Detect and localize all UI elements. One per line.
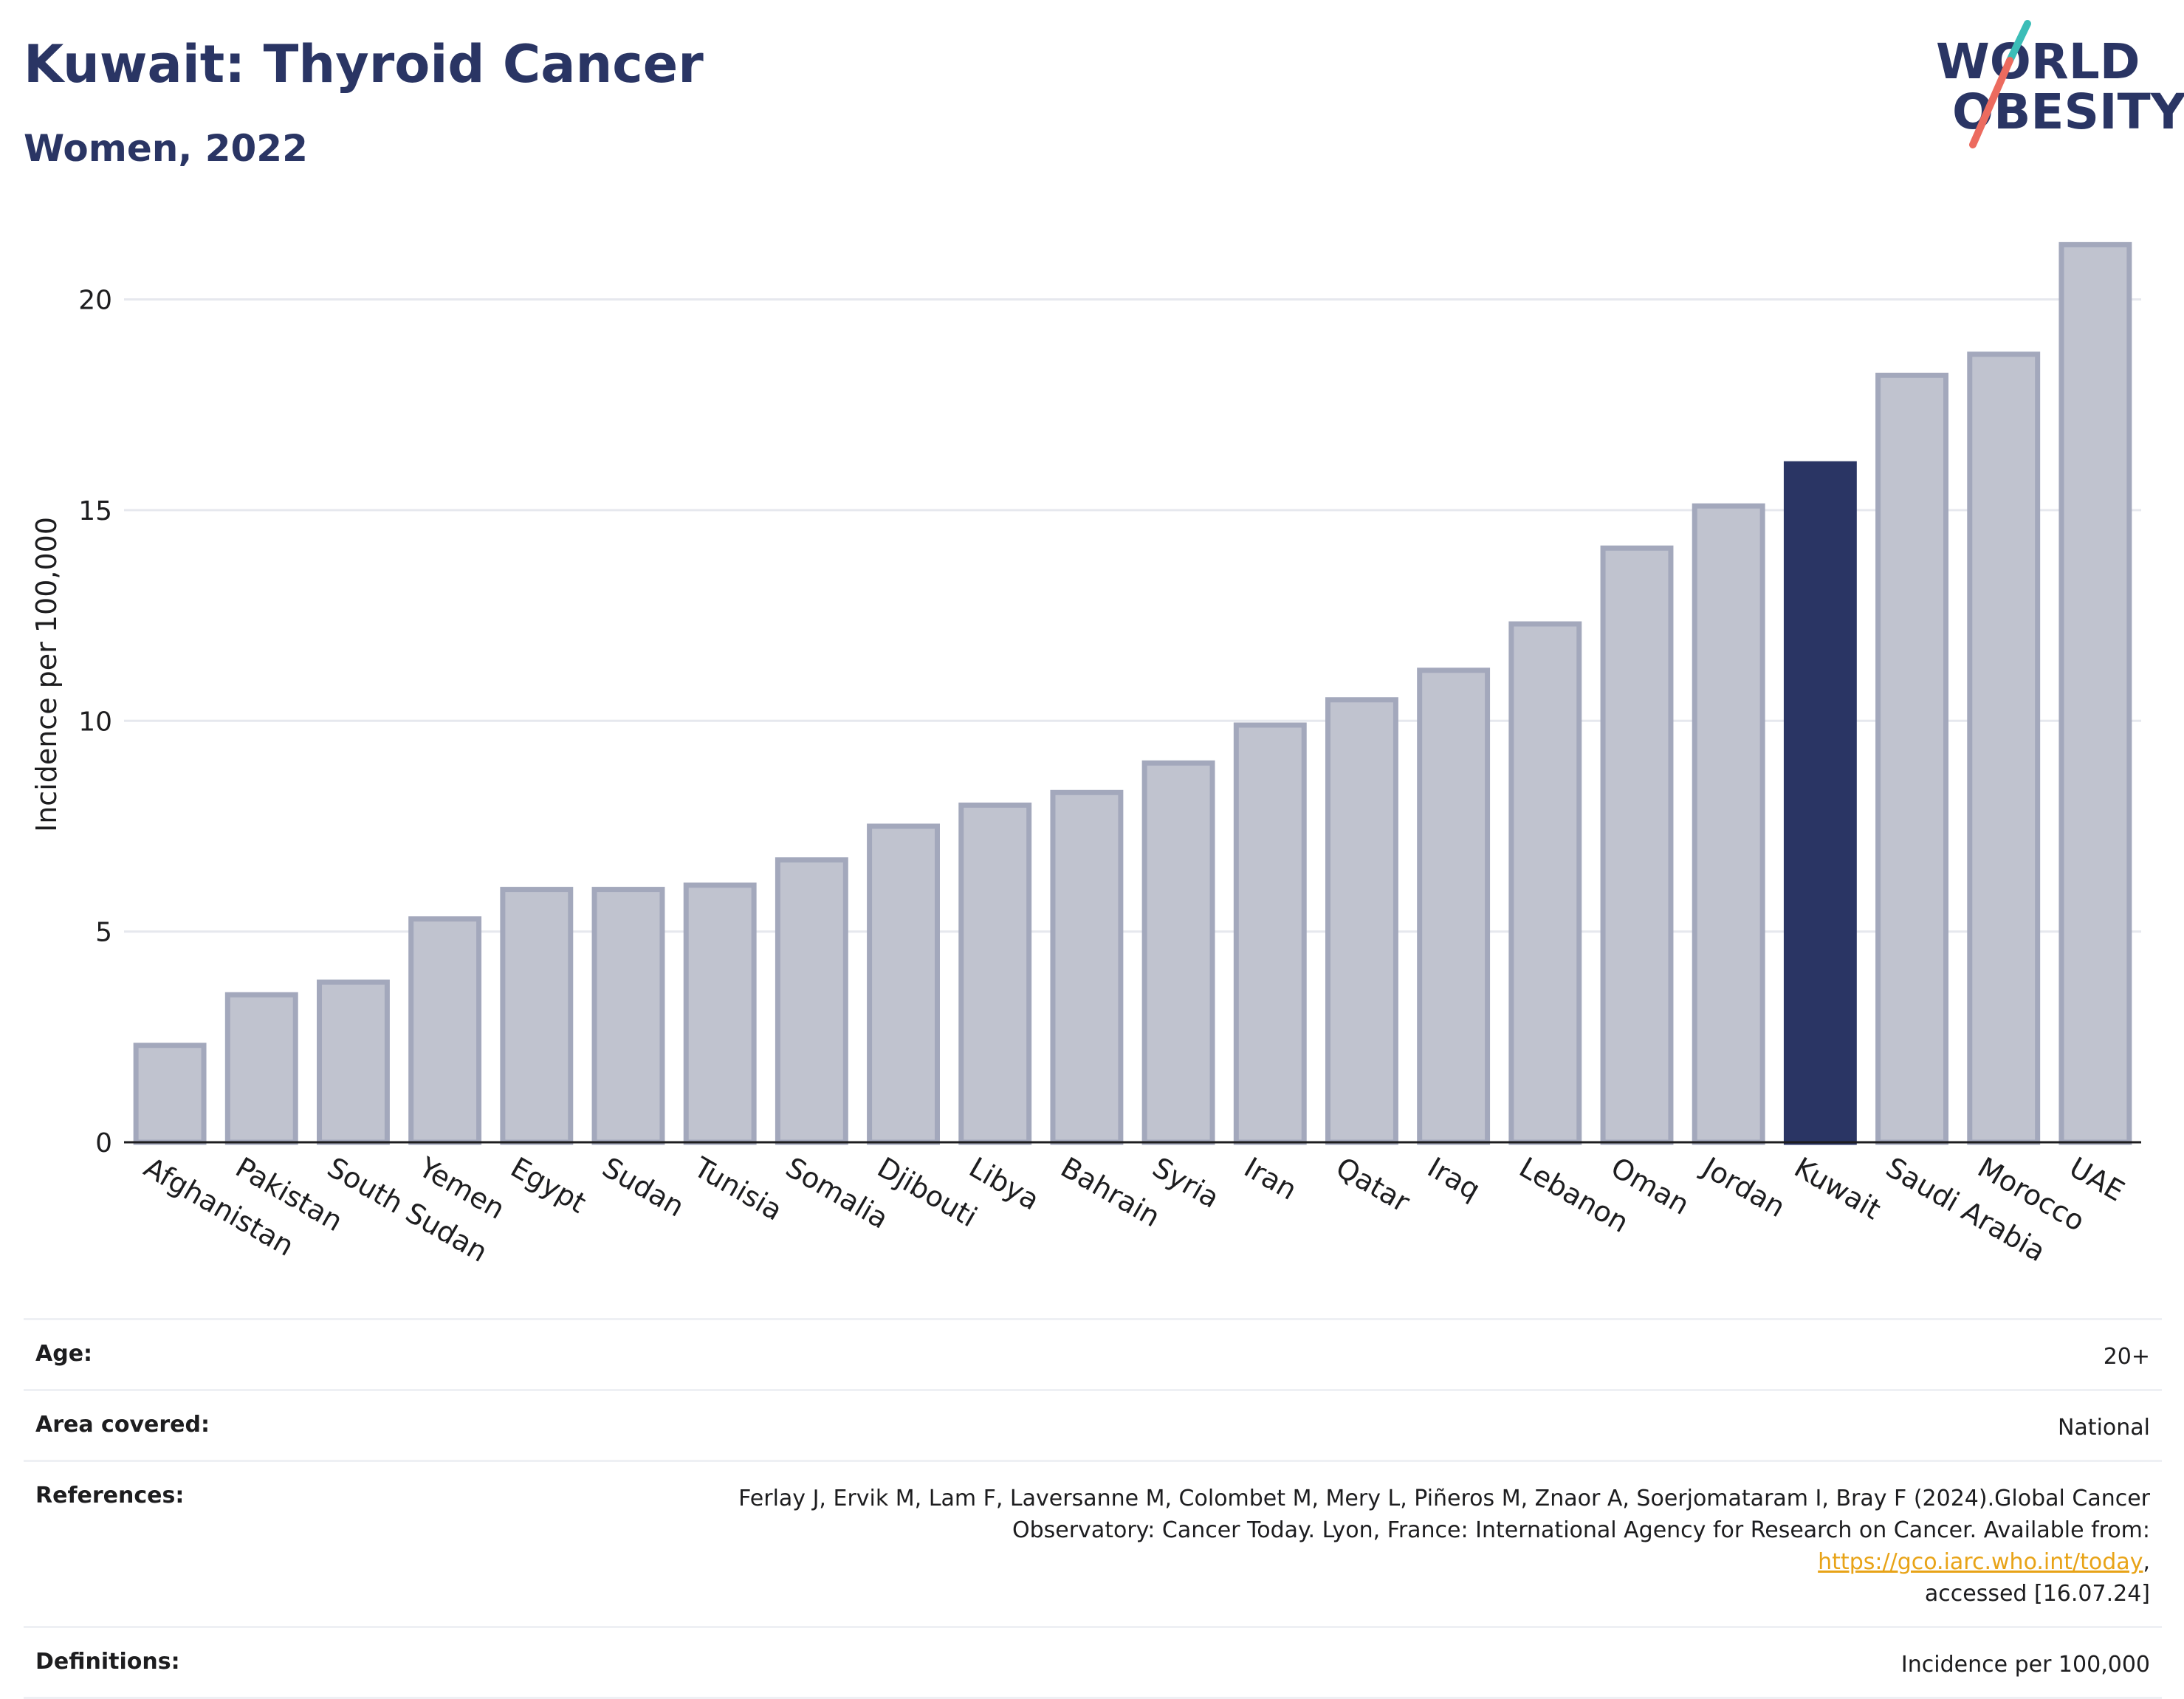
bar-oman[interactable]	[1600, 545, 1674, 1145]
y-tick-label: 20	[78, 286, 112, 316]
bar-iraq[interactable]	[1417, 667, 1491, 1145]
x-tick-label: Iran	[1239, 1151, 1302, 1207]
x-tick-label: Iraq	[1422, 1151, 1486, 1207]
logo-word-world: WORLD	[1936, 33, 2140, 90]
area-value: National	[2057, 1415, 2150, 1441]
y-axis-ticks: 0 5 10 15 20	[78, 286, 112, 1159]
bar-kuwait[interactable]	[1783, 461, 1857, 1145]
age-label: Age:	[35, 1341, 93, 1367]
bar-qatar[interactable]	[1325, 697, 1398, 1145]
bar-libya[interactable]	[958, 802, 1032, 1145]
references-label: References:	[35, 1483, 185, 1508]
meta-row-age: Age: 20+	[24, 1319, 2162, 1390]
bar-uae[interactable]	[2058, 241, 2132, 1145]
x-tick-label: Egypt	[505, 1151, 591, 1220]
area-label: Area covered:	[35, 1412, 210, 1438]
meta-row-area: Area covered: National	[24, 1390, 2162, 1461]
meta-row-references: References: Ferlay J, Ervik M, Lam F, La…	[24, 1461, 2162, 1627]
bar-iran[interactable]	[1233, 722, 1307, 1145]
bar-syria[interactable]	[1141, 760, 1215, 1145]
x-tick-label: Jordan	[1696, 1150, 1790, 1224]
bars	[133, 241, 2132, 1145]
x-tick-label: Sudan	[597, 1151, 690, 1223]
x-tick-label: Djibouti	[872, 1151, 983, 1234]
y-tick-label: 0	[95, 1128, 112, 1159]
logo-slash-teal	[2006, 20, 2031, 64]
x-tick-label: Qatar	[1330, 1151, 1415, 1219]
x-tick-label: Kuwait	[1789, 1151, 1886, 1226]
meta-row-definitions: Definitions: Incidence per 100,000	[24, 1627, 2162, 1698]
x-tick-label: Bahrain	[1055, 1151, 1165, 1234]
bar-south-sudan[interactable]	[317, 979, 390, 1145]
bar-sudan[interactable]	[591, 887, 665, 1145]
definitions-value: Incidence per 100,000	[1900, 1652, 2150, 1678]
bar-somalia[interactable]	[775, 857, 848, 1145]
logo-slash-coral	[1969, 57, 2013, 148]
definitions-label: Definitions:	[35, 1649, 180, 1675]
bar-yemen[interactable]	[408, 916, 482, 1145]
chart-subtitle: Women, 2022	[24, 127, 308, 170]
x-tick-label: Tunisia	[688, 1150, 788, 1227]
bar-bahrain[interactable]	[1050, 789, 1124, 1145]
bar-morocco[interactable]	[1967, 351, 2041, 1145]
bar-saudi-arabia[interactable]	[1875, 372, 1948, 1145]
y-axis-title: Incidence per 100,000	[30, 517, 63, 832]
age-value: 20+	[2103, 1344, 2150, 1370]
references-link[interactable]: https://gco.iarc.who.int/today	[1818, 1549, 2143, 1575]
bar-lebanon[interactable]	[1508, 621, 1582, 1145]
x-tick-label: Somalia	[780, 1151, 894, 1235]
bar-tunisia[interactable]	[683, 882, 757, 1145]
bar-pakistan[interactable]	[224, 992, 298, 1145]
bar-afghanistan[interactable]	[133, 1043, 207, 1145]
y-tick-label: 15	[78, 496, 112, 526]
references-line-2-suffix: ,	[2143, 1549, 2150, 1575]
bar-jordan[interactable]	[1692, 503, 1765, 1145]
references-line-2-prefix: Observatory: Cancer Today. Lyon, France:…	[1012, 1517, 2150, 1543]
references-line-1: Ferlay J, Ervik M, Lam F, Laversanne M, …	[738, 1486, 2150, 1511]
metadata-table: Age: 20+ Area covered: National Referenc…	[24, 1318, 2162, 1699]
x-tick-label: UAE	[2064, 1151, 2129, 1208]
references-line-3: accessed [16.07.24]	[1924, 1581, 2150, 1607]
references-value: Ferlay J, Ervik M, Lam F, Laversanne M, …	[712, 1461, 2162, 1627]
y-tick-label: 5	[95, 918, 112, 948]
bar-egypt[interactable]	[500, 887, 574, 1145]
bar-djibouti[interactable]	[867, 823, 940, 1145]
world-obesity-logo[interactable]: WORLD OBESITY	[1890, 18, 2184, 165]
y-tick-label: 10	[78, 707, 112, 737]
chart-title: Kuwait: Thyroid Cancer	[24, 34, 704, 95]
